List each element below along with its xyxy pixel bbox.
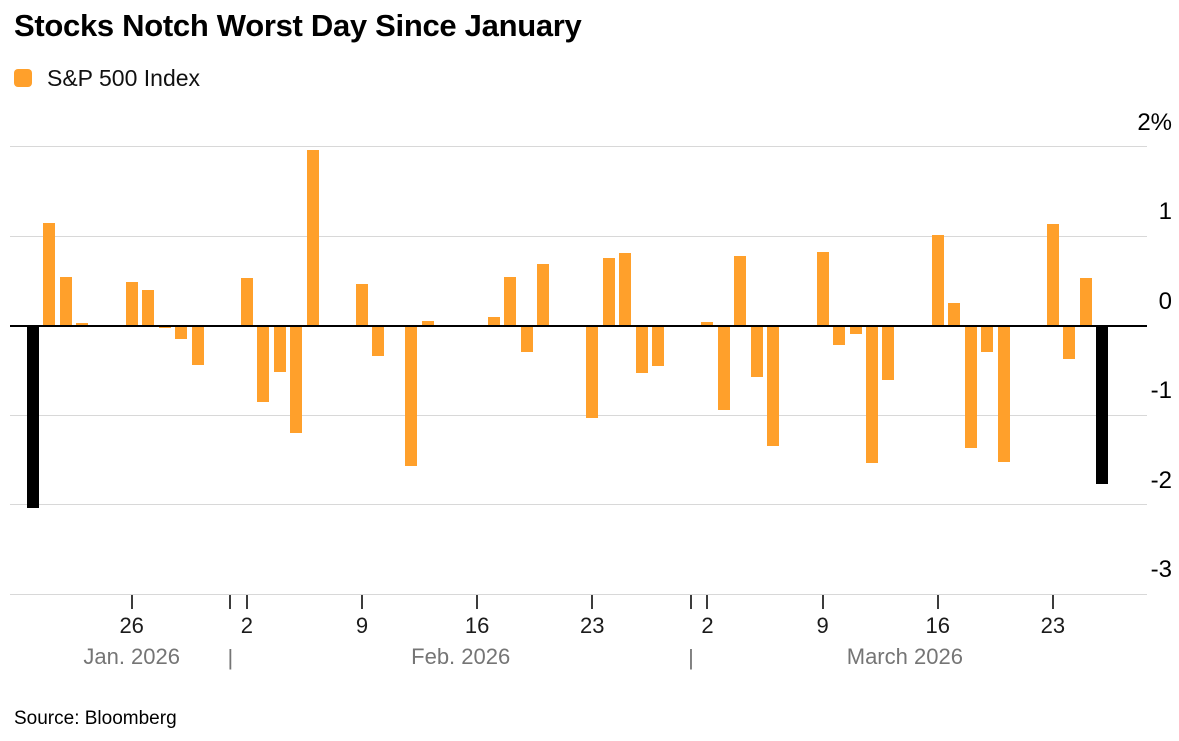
bar xyxy=(142,289,155,326)
y-gridline xyxy=(10,235,1147,237)
y-gridline xyxy=(10,504,1147,505)
source-credit: Source: Bloomberg xyxy=(14,708,177,729)
bar xyxy=(191,325,204,365)
bar xyxy=(1096,325,1109,484)
bar xyxy=(306,150,319,326)
bar xyxy=(520,325,533,353)
y-gridline xyxy=(10,414,1147,416)
month-label: Jan. 2026 xyxy=(83,644,180,669)
bar xyxy=(602,258,615,326)
bar xyxy=(750,325,763,378)
y-axis-label: -1 xyxy=(1150,377,1172,404)
bar xyxy=(981,325,994,353)
bar xyxy=(290,325,303,433)
y-gridline xyxy=(10,146,1147,147)
x-tick-mark xyxy=(821,595,824,609)
bar xyxy=(43,222,56,326)
x-tick-label: 9 xyxy=(816,613,829,638)
bar xyxy=(997,325,1010,463)
x-tick-label: 16 xyxy=(464,613,490,638)
x-tick-mark xyxy=(706,595,709,609)
x-tick-label: 16 xyxy=(925,613,950,638)
y-axis-label: -3 xyxy=(1150,556,1172,583)
bar xyxy=(833,325,846,346)
bar xyxy=(175,325,188,339)
bar xyxy=(240,278,253,326)
x-tick-mark xyxy=(130,595,133,609)
x-tick-label: 26 xyxy=(119,613,144,638)
bar xyxy=(59,277,72,326)
x-tick-mark xyxy=(1051,595,1054,609)
bar xyxy=(652,325,665,366)
x-tick-label: 9 xyxy=(355,613,369,638)
bar xyxy=(487,316,500,326)
y-axis-label: -2 xyxy=(1150,466,1172,494)
legend-label: S&P 500 Index xyxy=(47,64,201,91)
month-boundary-tick xyxy=(229,595,232,609)
bar xyxy=(964,325,977,449)
zero-line xyxy=(10,324,1147,327)
bar xyxy=(931,235,944,326)
bar xyxy=(421,321,434,326)
bar xyxy=(701,321,714,326)
bar xyxy=(504,277,517,326)
bar xyxy=(586,325,599,418)
month-label: Feb. 2026 xyxy=(411,644,511,669)
bar xyxy=(536,263,549,326)
x-tick-label: 2 xyxy=(701,613,714,638)
bar xyxy=(948,303,961,326)
x-tick-mark xyxy=(361,595,363,609)
legend: S&P 500 Index xyxy=(14,65,200,91)
x-tick-label: 23 xyxy=(1040,613,1066,638)
bar xyxy=(882,325,895,381)
legend-swatch-icon xyxy=(14,69,32,87)
bar xyxy=(849,325,862,335)
month-separator: | xyxy=(227,645,234,670)
bar xyxy=(76,322,89,326)
bar xyxy=(158,325,171,329)
page-title: Stocks Notch Worst Day Since January xyxy=(14,8,582,43)
bar xyxy=(372,325,385,356)
month-separator: | xyxy=(688,645,694,670)
bar xyxy=(635,325,648,373)
bar xyxy=(273,325,286,373)
bar xyxy=(405,325,418,466)
bar xyxy=(27,325,39,509)
x-tick-mark xyxy=(936,595,939,609)
y-axis-label: 1 xyxy=(1158,198,1172,225)
bar xyxy=(125,281,138,326)
x-tick-label: 2 xyxy=(240,613,253,638)
bar xyxy=(1063,325,1076,359)
y-axis-label: 2% xyxy=(1137,108,1172,136)
month-label: March 2026 xyxy=(846,644,963,669)
bar xyxy=(865,325,878,464)
x-tick-mark xyxy=(476,595,479,609)
bar xyxy=(1079,278,1092,326)
bar xyxy=(257,325,270,402)
bar xyxy=(767,325,780,447)
x-tick-mark xyxy=(245,595,248,609)
bar xyxy=(356,284,368,326)
bar xyxy=(1046,224,1059,326)
bar xyxy=(619,253,632,326)
y-axis-label: 0 xyxy=(1158,287,1172,315)
month-boundary-tick xyxy=(690,595,692,609)
x-tick-mark xyxy=(591,595,594,609)
x-tick-label: 23 xyxy=(580,613,605,638)
bar xyxy=(717,325,730,410)
bar xyxy=(734,255,747,326)
bar xyxy=(816,252,829,326)
y-gridline xyxy=(10,593,1147,595)
